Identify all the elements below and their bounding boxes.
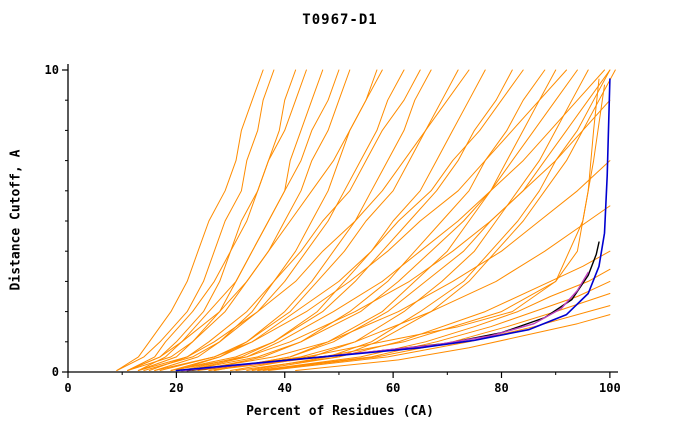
svg-text:0: 0	[52, 365, 59, 379]
svg-text:60: 60	[386, 381, 400, 395]
chart-title: T0967-D1	[302, 12, 378, 28]
svg-text:40: 40	[278, 381, 292, 395]
svg-text:10: 10	[45, 63, 59, 77]
svg-text:0: 0	[64, 381, 71, 395]
svg-text:20: 20	[169, 381, 183, 395]
svg-text:100: 100	[599, 381, 621, 395]
x-axis-label: Percent of Residues (CA)	[246, 404, 434, 419]
svg-text:80: 80	[494, 381, 508, 395]
